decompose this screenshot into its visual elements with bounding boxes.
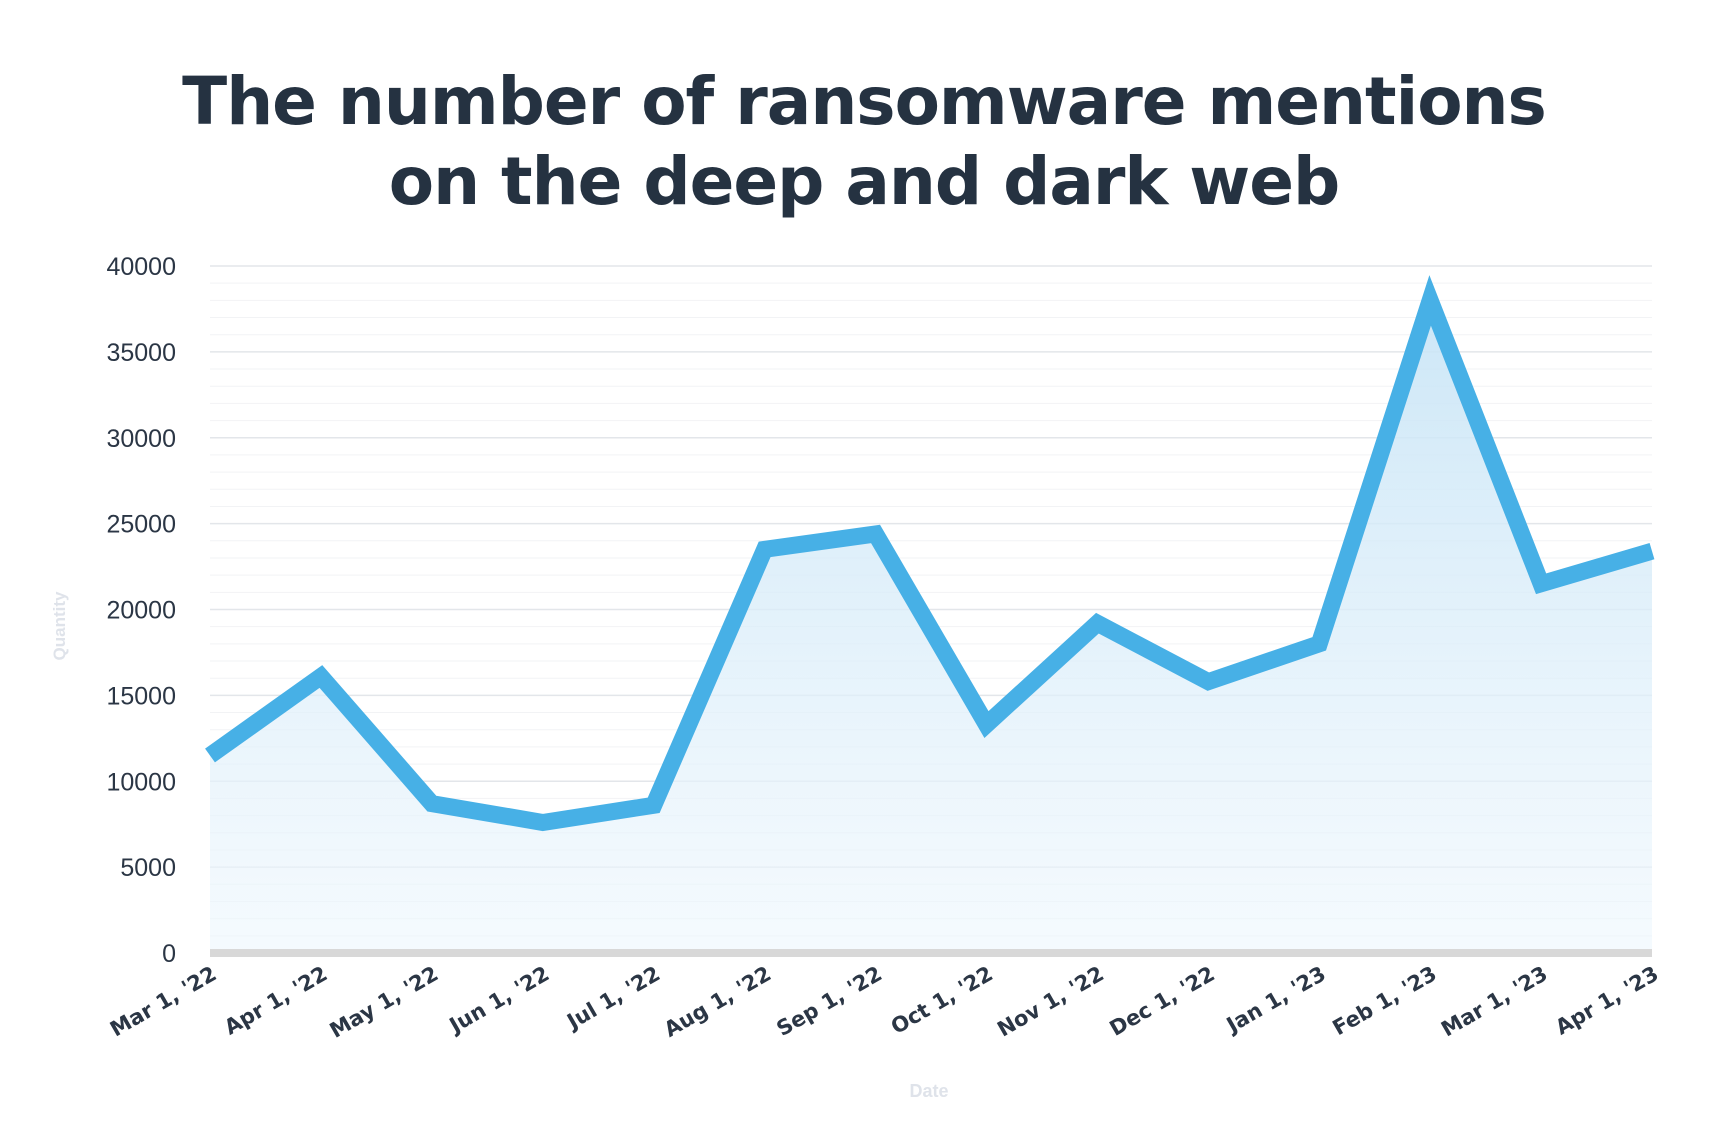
y-tick-label: 30000	[106, 425, 176, 453]
y-tick-label: 0	[162, 940, 176, 968]
y-tick-label: 15000	[106, 682, 176, 710]
x-tick-label: Jan 1, '23	[1221, 962, 1330, 1039]
x-tick-label: Apr 1, '23	[1551, 962, 1662, 1040]
y-tick-label: 25000	[106, 511, 176, 539]
x-tick-label: May 1, '22	[326, 962, 443, 1043]
x-axis-label: Date	[909, 1081, 948, 1101]
y-axis-label: Quantity	[50, 591, 69, 660]
x-tick-label: Mar 1, '22	[106, 962, 220, 1042]
chart-title-line-2: on the deep and dark web	[388, 143, 1341, 220]
x-tick-label: Feb 1, '23	[1329, 962, 1441, 1041]
x-tick-label: Apr 1, '22	[220, 962, 331, 1040]
y-tick-label: 10000	[106, 768, 176, 796]
chart-title-line-1: The number of ransomware mentions	[182, 63, 1547, 140]
x-tick-label: Mar 1, '23	[1437, 962, 1551, 1042]
x-tick-label: Sep 1, '22	[772, 962, 886, 1041]
x-tick-label: Dec 1, '22	[1105, 962, 1218, 1041]
area-fill-layer	[210, 300, 1652, 954]
baseline-layer	[210, 949, 1652, 957]
x-tick-label: Jun 1, '22	[444, 962, 553, 1039]
chart-title: The number of ransomware mentions on the…	[0, 62, 1728, 222]
x-tick-label: Jul 1, '22	[561, 962, 664, 1035]
y-axis-ticks: 0 5000 10000 15000 20000 25000 30000 35000 40000	[106, 253, 176, 968]
area-fill	[210, 300, 1652, 954]
x-tick-label: Oct 1, '22	[887, 962, 997, 1039]
y-tick-label: 40000	[106, 253, 176, 281]
y-tick-label: 5000	[120, 854, 176, 882]
x-tick-label: Nov 1, '22	[993, 962, 1108, 1042]
series-line-layer	[205, 275, 1655, 832]
y-tick-label: 35000	[106, 339, 176, 367]
y-tick-label: 20000	[106, 597, 176, 625]
x-tick-label: Aug 1, '22	[660, 962, 775, 1042]
x-axis-baseline	[210, 949, 1652, 957]
series-line	[205, 275, 1655, 832]
